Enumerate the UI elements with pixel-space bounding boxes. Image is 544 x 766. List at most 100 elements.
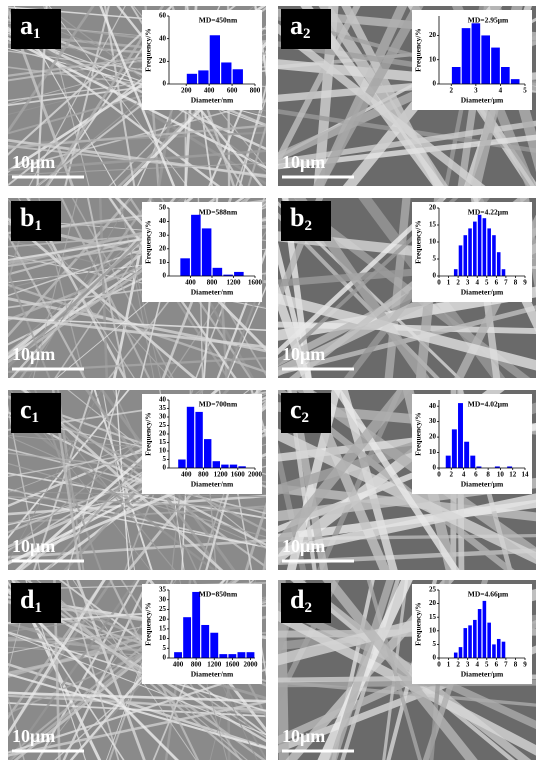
- fiber: [8, 462, 266, 538]
- fiber: [8, 695, 25, 760]
- x-tick-label: 400: [185, 279, 196, 287]
- x-axis-label: Diameter/nm: [191, 480, 234, 489]
- bar: [198, 70, 209, 84]
- x-tick-label: 200: [181, 87, 192, 95]
- bar: [180, 258, 190, 276]
- bar: [445, 455, 451, 468]
- x-tick-label: 8: [486, 471, 490, 479]
- panel: c1 10μm 400 800 1200 1600 2000 0510152025303540…: [8, 390, 266, 570]
- fiber: [322, 580, 478, 760]
- x-tick-label: 3: [466, 661, 470, 669]
- x-tick-label: 2: [456, 661, 460, 669]
- y-tick-label: 40: [159, 217, 167, 225]
- y-axis-label: Frequency/%: [144, 602, 153, 646]
- x-tick-label: 1600: [248, 279, 263, 287]
- bar: [458, 403, 463, 468]
- y-tick-label: 10: [429, 626, 437, 634]
- bar: [228, 654, 237, 658]
- x-tick-label: 0: [437, 471, 441, 479]
- x-tick-label: 7: [504, 279, 508, 287]
- y-tick-label: 15: [159, 624, 167, 632]
- fiber: [8, 269, 51, 378]
- fiber: [28, 198, 132, 378]
- panel-label-box: [11, 583, 61, 623]
- y-tick-label: 35: [159, 586, 167, 594]
- y-tick-label: 40: [429, 402, 437, 410]
- y-tick-label: 0: [163, 272, 167, 280]
- x-tick-label: 800: [207, 279, 218, 287]
- x-tick-label: 1600: [231, 471, 246, 479]
- scale-bar-label: 10μm: [282, 536, 325, 556]
- bar: [221, 62, 232, 84]
- fiber: [8, 390, 102, 563]
- bar: [491, 47, 500, 84]
- y-tick-label: 0: [433, 272, 437, 280]
- fiber: [278, 134, 536, 170]
- y-tick-label: 10: [159, 258, 167, 266]
- y-tick-label: 30: [159, 413, 167, 421]
- scale-bar-label: 10μm: [282, 344, 325, 364]
- x-tick-label: 4: [462, 471, 466, 479]
- y-axis-label: Frequency/%: [414, 412, 423, 456]
- bar: [461, 28, 471, 84]
- x-tick-label: 4: [475, 279, 479, 287]
- y-axis-label: Frequency/%: [414, 28, 423, 72]
- y-tick-label: 10: [159, 447, 167, 455]
- panel-letter: d: [20, 585, 35, 614]
- x-tick-label: 2000: [248, 471, 263, 479]
- bar: [204, 439, 212, 468]
- bar: [451, 67, 461, 84]
- bar: [471, 23, 481, 85]
- panel-label: a2: [290, 11, 311, 42]
- x-tick-label: 6: [495, 661, 499, 669]
- bar: [174, 652, 182, 658]
- y-tick-label: 40: [159, 396, 167, 404]
- panel-label: b2: [290, 203, 312, 234]
- bar: [468, 228, 472, 276]
- fiber: [64, 6, 110, 186]
- inset-background: [412, 202, 532, 302]
- y-tick-label: 20: [429, 204, 437, 212]
- panel-label-box: [11, 201, 61, 241]
- y-tick-label: 10: [429, 448, 437, 456]
- bar: [482, 600, 487, 658]
- x-tick-label: 5: [523, 87, 527, 95]
- scale-bar-label: 10μm: [282, 152, 325, 172]
- panel-letter: a: [20, 11, 33, 40]
- x-axis-label: Diameter/nm: [191, 96, 234, 105]
- fiber: [8, 435, 266, 550]
- panel-letter: a: [290, 11, 303, 40]
- x-axis-label: Diameter/μm: [461, 480, 504, 489]
- bar: [238, 466, 246, 468]
- panel-label: c2: [290, 395, 309, 426]
- y-tick-label: 10: [429, 238, 437, 246]
- bar: [237, 652, 246, 658]
- annotation: MD=588nm: [199, 208, 238, 217]
- panel-index: 1: [34, 218, 42, 234]
- fiber: [8, 131, 266, 146]
- bar: [210, 632, 219, 658]
- annotation: MD=4.02μm: [468, 400, 509, 409]
- y-tick-label: 25: [159, 605, 167, 613]
- fiber: [278, 293, 536, 371]
- panel-label: b1: [20, 203, 42, 234]
- bar: [186, 406, 195, 468]
- x-tick-label: 10: [497, 471, 505, 479]
- y-tick-label: 5: [163, 455, 167, 463]
- panel-letter: b: [20, 203, 34, 232]
- fiber: [8, 494, 266, 516]
- scale-bar-label: 10μm: [282, 726, 325, 746]
- x-tick-label: 2: [456, 279, 460, 287]
- x-tick-label: 800: [198, 471, 209, 479]
- fiber: [8, 390, 130, 540]
- x-axis-label: Diameter/μm: [461, 288, 504, 297]
- panel-letter: b: [290, 203, 304, 232]
- inset-background: [412, 584, 532, 684]
- x-tick-label: 0: [437, 661, 441, 669]
- bar: [453, 269, 458, 276]
- y-tick-label: 5: [433, 255, 437, 263]
- y-tick-label: 10: [429, 55, 437, 63]
